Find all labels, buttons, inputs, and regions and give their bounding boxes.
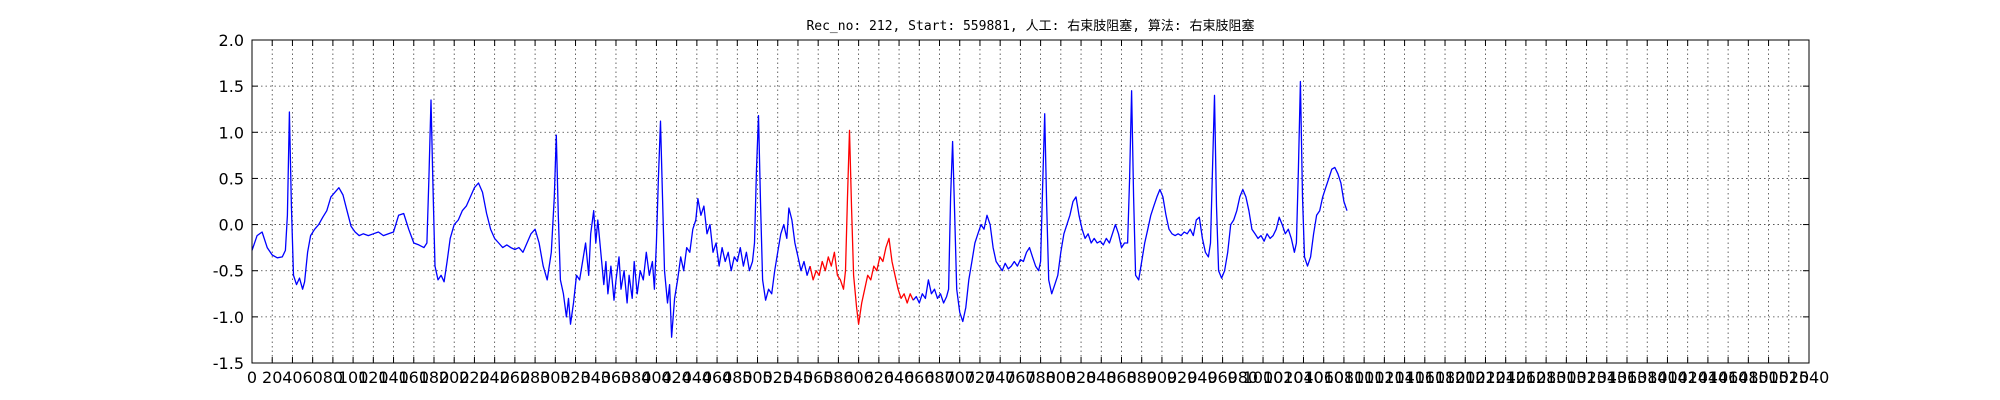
y-tick-label: -1.5 — [213, 354, 244, 373]
x-tick-label: 1140 — [1384, 368, 1425, 387]
x-tick-label: 40 — [282, 368, 302, 387]
x-tick-label: 1300 — [1546, 368, 1587, 387]
x-tick-label: 500 — [742, 368, 773, 387]
y-tick-label: 0.0 — [219, 216, 244, 235]
series-layer — [251, 80, 1348, 338]
x-tick-label: 520 — [762, 368, 793, 387]
x-tick-label: 840 — [1086, 368, 1117, 387]
x-tick-label: 400 — [641, 368, 672, 387]
x-tick-label: 1540 — [1789, 368, 1830, 387]
x-tick-label: 160 — [398, 368, 429, 387]
signal-segment — [251, 99, 811, 338]
y-tick-label: 1.5 — [219, 77, 244, 96]
x-tick-label: 1460 — [1708, 368, 1749, 387]
x-tick-label: 580 — [823, 368, 854, 387]
x-tick-label: 980 — [1228, 368, 1259, 387]
axis-ticks: 2.01.51.00.50.0-0.5-1.0-1.50 20 40 60 801001… — [213, 31, 1830, 387]
x-tick-label: 920 — [1167, 368, 1198, 387]
x-tick-label: 760 — [1005, 368, 1036, 387]
x-tick-label: 960 — [1207, 368, 1238, 387]
x-tick-label: 1520 — [1768, 368, 1809, 387]
grid-lines — [251, 39, 1810, 364]
x-tick-label: 940 — [1187, 368, 1218, 387]
x-tick-label: 1100 — [1344, 368, 1385, 387]
x-tick-label: 480 — [722, 368, 753, 387]
y-tick-label: 2.0 — [219, 31, 244, 50]
x-tick-label: 1180 — [1425, 368, 1466, 387]
x-tick-label: 540 — [783, 368, 814, 387]
highlighted-signal-segment — [809, 129, 914, 325]
y-tick-label: -0.5 — [213, 262, 244, 281]
x-tick-label: 1380 — [1627, 368, 1668, 387]
x-tick-label: 1240 — [1485, 368, 1526, 387]
chart-title: Rec_no: 212, Start: 559881, 人工: 右束肢阻塞, 算… — [806, 18, 1254, 34]
x-tick-label: 1080 — [1324, 368, 1365, 387]
x-tick-label: 420 — [661, 368, 692, 387]
x-tick-label: 620 — [864, 368, 895, 387]
signal-segment — [912, 80, 1348, 323]
x-tick-label: 720 — [965, 368, 996, 387]
x-tick-label: 140 — [378, 368, 409, 387]
x-tick-label: 1360 — [1607, 368, 1648, 387]
x-tick-label: 1480 — [1728, 368, 1769, 387]
x-tick-label: 380 — [621, 368, 652, 387]
x-tick-label: 1440 — [1688, 368, 1729, 387]
x-tick-label: 460 — [702, 368, 733, 387]
x-tick-label: 1200 — [1445, 368, 1486, 387]
x-tick-label: 1000 — [1243, 368, 1284, 387]
x-tick-label: 640 — [884, 368, 915, 387]
x-tick-label: 20 — [262, 368, 282, 387]
x-tick-label: 220 — [459, 368, 490, 387]
x-tick-label: 1020 — [1263, 368, 1304, 387]
x-tick-label: 320 — [560, 368, 591, 387]
x-tick-label: 700 — [944, 368, 975, 387]
x-tick-label: 1400 — [1647, 368, 1688, 387]
x-tick-label: 740 — [985, 368, 1016, 387]
plot-frame — [251, 39, 1810, 364]
x-tick-label: 820 — [1066, 368, 1097, 387]
x-tick-label: 600 — [843, 368, 874, 387]
x-tick-label: 240 — [479, 368, 510, 387]
y-tick-label: -1.0 — [213, 308, 244, 327]
x-tick-label: 680 — [924, 368, 955, 387]
x-tick-label: 780 — [1025, 368, 1056, 387]
x-tick-label: 280 — [520, 368, 551, 387]
x-tick-label: 260 — [500, 368, 531, 387]
x-tick-label: 1260 — [1506, 368, 1547, 387]
y-tick-label: 1.0 — [219, 123, 244, 142]
x-tick-label: 360 — [601, 368, 632, 387]
x-tick-label: 860 — [1106, 368, 1137, 387]
x-tick-label: 1220 — [1465, 368, 1506, 387]
x-tick-label: 80 — [323, 368, 343, 387]
x-tick-label: 1120 — [1364, 368, 1405, 387]
x-tick-label: 800 — [1046, 368, 1077, 387]
x-tick-label: 1340 — [1586, 368, 1627, 387]
x-tick-label: 200 — [439, 368, 470, 387]
x-tick-label: 560 — [803, 368, 834, 387]
x-tick-label: 440 — [682, 368, 713, 387]
x-tick-label: 340 — [580, 368, 611, 387]
x-tick-label: 0 — [247, 368, 257, 387]
x-tick-label: 300 — [540, 368, 571, 387]
x-tick-label: 60 — [302, 368, 322, 387]
x-tick-label: 1420 — [1667, 368, 1708, 387]
x-tick-label: 900 — [1147, 368, 1178, 387]
x-tick-label: 1160 — [1404, 368, 1445, 387]
x-tick-label: 1500 — [1748, 368, 1789, 387]
x-tick-label: 1060 — [1303, 368, 1344, 387]
x-tick-label: 1040 — [1283, 368, 1324, 387]
x-tick-label: 1320 — [1566, 368, 1607, 387]
x-tick-label: 100 — [338, 368, 369, 387]
y-tick-label: 0.5 — [219, 169, 244, 188]
x-tick-label: 180 — [419, 368, 450, 387]
x-tick-label: 120 — [358, 368, 389, 387]
x-tick-label: 880 — [1126, 368, 1157, 387]
x-tick-label: 1280 — [1526, 368, 1567, 387]
x-tick-label: 660 — [904, 368, 935, 387]
